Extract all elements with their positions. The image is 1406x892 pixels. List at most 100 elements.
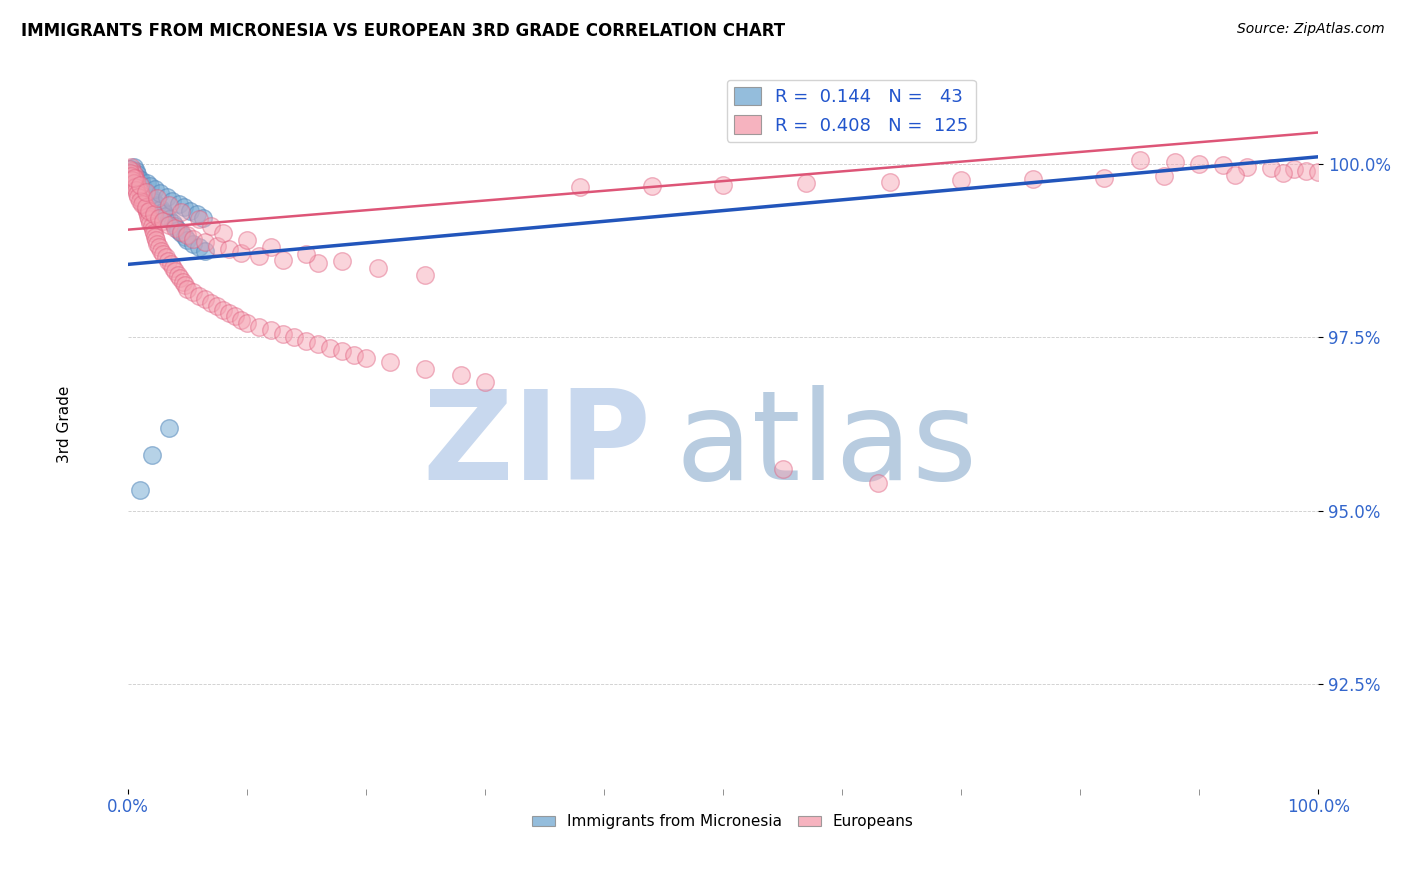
Point xyxy=(194,244,217,258)
Point xyxy=(139,178,162,193)
Point xyxy=(367,260,389,275)
Point xyxy=(1308,165,1330,179)
Point xyxy=(128,483,150,497)
Point xyxy=(120,162,142,177)
Point xyxy=(124,179,146,194)
Point xyxy=(135,201,157,215)
Point xyxy=(128,194,150,208)
Point xyxy=(229,313,252,327)
Point xyxy=(136,209,159,223)
Point xyxy=(150,244,173,258)
Point xyxy=(146,191,169,205)
Point xyxy=(1295,163,1317,178)
Point xyxy=(378,354,401,368)
Point xyxy=(122,160,145,174)
Point xyxy=(165,221,187,235)
Point xyxy=(152,247,174,261)
Point xyxy=(319,341,342,355)
Y-axis label: 3rd Grade: 3rd Grade xyxy=(58,385,72,463)
Point xyxy=(950,173,973,187)
Point xyxy=(131,191,153,205)
Text: atlas: atlas xyxy=(675,385,977,507)
Point xyxy=(259,323,281,337)
Point xyxy=(186,207,208,221)
Point xyxy=(295,247,318,261)
Point xyxy=(135,202,157,216)
Point xyxy=(124,170,146,185)
Point xyxy=(170,225,193,239)
Point xyxy=(131,197,153,211)
Point xyxy=(1129,153,1152,168)
Point xyxy=(142,222,165,236)
Point xyxy=(1092,170,1115,185)
Point xyxy=(170,226,193,240)
Point xyxy=(295,334,318,348)
Point xyxy=(796,176,818,190)
Point xyxy=(146,236,169,251)
Point xyxy=(135,176,157,190)
Point xyxy=(138,188,160,202)
Point xyxy=(236,317,259,331)
Point xyxy=(172,275,194,289)
Point xyxy=(146,198,169,212)
Point xyxy=(142,207,165,221)
Point xyxy=(173,278,195,293)
Text: Source: ZipAtlas.com: Source: ZipAtlas.com xyxy=(1237,22,1385,37)
Point xyxy=(127,190,149,204)
Point xyxy=(169,271,191,285)
Point xyxy=(170,205,193,219)
Point xyxy=(173,229,195,244)
Point xyxy=(205,299,228,313)
Point xyxy=(711,178,734,192)
Point xyxy=(176,228,198,243)
Point xyxy=(142,226,165,240)
Point xyxy=(271,252,294,267)
Point xyxy=(1021,172,1043,186)
Point xyxy=(640,178,662,193)
Legend: Immigrants from Micronesia, Europeans: Immigrants from Micronesia, Europeans xyxy=(526,808,920,836)
Point xyxy=(271,326,294,341)
Point xyxy=(157,254,180,268)
Point xyxy=(141,219,163,234)
Text: IMMIGRANTS FROM MICRONESIA VS EUROPEAN 3RD GRADE CORRELATION CHART: IMMIGRANTS FROM MICRONESIA VS EUROPEAN 3… xyxy=(21,22,785,40)
Point xyxy=(128,174,150,188)
Point xyxy=(135,185,157,199)
Point xyxy=(181,236,204,251)
Point xyxy=(135,205,157,219)
Point xyxy=(157,198,180,212)
Point xyxy=(247,319,270,334)
Point xyxy=(145,233,167,247)
Point xyxy=(166,268,188,282)
Point xyxy=(127,178,149,192)
Point xyxy=(354,351,377,365)
Point xyxy=(1271,166,1294,180)
Point xyxy=(188,240,211,254)
Point xyxy=(176,233,198,247)
Point xyxy=(866,476,889,491)
Point xyxy=(188,288,211,302)
Point xyxy=(155,251,177,265)
Point xyxy=(205,238,228,252)
Point xyxy=(415,361,437,376)
Point xyxy=(450,368,472,383)
Point xyxy=(157,420,180,434)
Point xyxy=(191,211,214,225)
Point xyxy=(218,242,240,256)
Point xyxy=(1164,155,1187,169)
Point xyxy=(247,249,270,263)
Point xyxy=(307,256,329,270)
Point xyxy=(179,203,201,218)
Point xyxy=(121,166,143,180)
Point xyxy=(148,240,170,254)
Point xyxy=(148,211,170,225)
Point xyxy=(218,306,240,320)
Point xyxy=(150,202,173,216)
Point xyxy=(166,222,188,236)
Point xyxy=(135,185,157,199)
Point xyxy=(127,181,149,195)
Point xyxy=(1260,161,1282,175)
Point xyxy=(181,232,204,246)
Point xyxy=(127,170,149,185)
Point xyxy=(120,169,142,184)
Point xyxy=(343,348,366,362)
